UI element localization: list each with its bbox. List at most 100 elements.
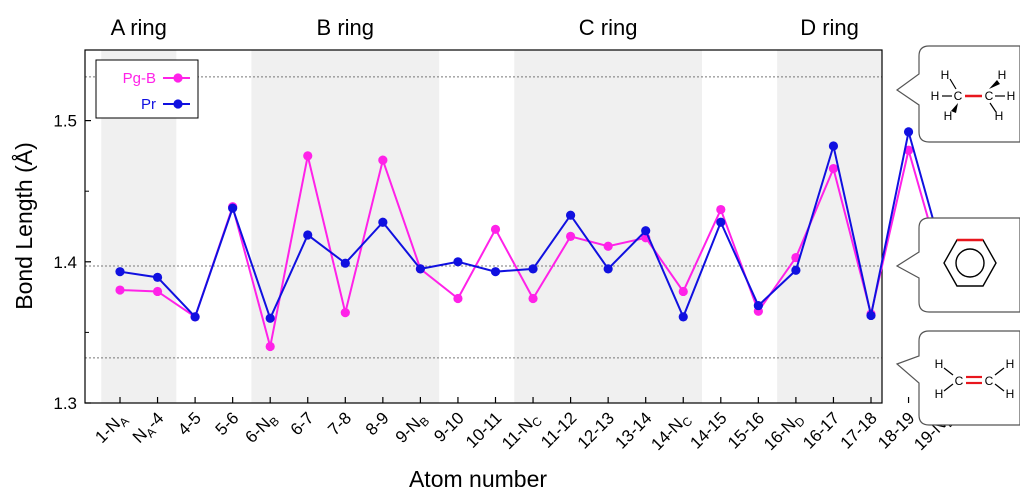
reference-lines xyxy=(85,76,882,359)
data-point-pr xyxy=(415,264,425,274)
data-point-pr xyxy=(453,257,463,267)
data-point-pg-b xyxy=(340,308,350,318)
legend-label: Pr xyxy=(141,96,156,113)
ring-band xyxy=(251,50,440,403)
x-tick-label: 6-7 xyxy=(287,408,318,439)
data-point-pr xyxy=(378,217,388,227)
data-point-pr xyxy=(566,210,576,220)
legend: Pg-B Pr xyxy=(95,59,199,119)
data-point-pr xyxy=(678,312,688,322)
ethane-bond-c1-up xyxy=(949,78,957,90)
data-point-pg-b xyxy=(528,293,538,304)
ring-label: C ring xyxy=(579,15,638,40)
x-tick-label: 5-6 xyxy=(212,408,243,439)
data-point-pg-b xyxy=(115,285,125,295)
ethane-atom: H xyxy=(995,109,1004,123)
x-tick-label-main: 15-16 xyxy=(724,408,768,452)
callout-ethane: H H H C C H H H xyxy=(895,45,1020,143)
ethane-atom: C xyxy=(954,89,963,103)
x-tick-label-main: 14-15 xyxy=(686,408,730,452)
x-tick-label: 18-19 xyxy=(874,408,918,452)
ring-band xyxy=(777,50,882,403)
ring-label: A ring xyxy=(111,15,167,40)
ethene-atom: H xyxy=(935,387,944,401)
data-point-pg-b xyxy=(152,286,163,297)
x-tick-label: 1-NA xyxy=(91,408,132,449)
data-point-pr xyxy=(190,312,200,322)
plot-frame xyxy=(84,49,883,404)
callout-ethene: H H C C H H xyxy=(895,330,1020,426)
x-tick-label-main: 7-8 xyxy=(324,408,355,439)
ethene-atom: C xyxy=(955,374,964,388)
x-tick-label-main: 6-7 xyxy=(287,408,318,439)
x-tick-label: 10-11 xyxy=(462,408,505,451)
legend-label: Pg-B xyxy=(123,70,156,87)
x-tick-label: 11-NC xyxy=(498,408,545,455)
x-tick-label-main: 16-17 xyxy=(799,408,843,452)
x-tick-label: NA-4 xyxy=(129,408,170,449)
callout-ethane-box xyxy=(895,45,1020,143)
ethane-atom: H xyxy=(1007,89,1016,103)
x-tick-label: 11-12 xyxy=(537,408,580,451)
data-point-pr xyxy=(753,300,763,311)
data-point-pg-b xyxy=(828,164,839,174)
x-tick-label-main: 11-12 xyxy=(537,408,580,451)
data-point-pr xyxy=(490,267,501,277)
data-point-pr xyxy=(228,203,238,213)
data-point-pr xyxy=(791,265,801,275)
ethene-atom: H xyxy=(935,357,944,371)
data-point-pr xyxy=(340,258,350,268)
series-layer xyxy=(115,127,951,352)
x-tick-label: 7-8 xyxy=(324,408,355,439)
ethene-atom: C xyxy=(985,374,994,388)
x-tick-label: 13-14 xyxy=(611,408,655,452)
y-tick-label: 1.4 xyxy=(53,253,77,272)
x-tick-label: 16-17 xyxy=(799,408,843,452)
x-tick-label: 9-NB xyxy=(392,408,433,449)
benzene-aromatic-circle xyxy=(955,248,985,278)
x-tick-label: 12-13 xyxy=(574,408,618,452)
y-axis: 1.3 1.4 1.5 xyxy=(53,112,91,413)
ethane-bond-c2-down xyxy=(989,102,997,113)
ethene-atom: H xyxy=(1006,387,1015,401)
x-tick-label-main: 5-6 xyxy=(212,408,243,439)
data-point-pg-b xyxy=(378,155,388,165)
data-point-pr xyxy=(152,272,163,282)
x-tick-label: 14-15 xyxy=(686,408,730,452)
ethane-atom: H xyxy=(941,68,950,82)
data-point-pr xyxy=(903,127,914,137)
x-tick-label-main: 12-13 xyxy=(574,408,618,452)
data-point-pr xyxy=(115,267,125,277)
x-tick-label-main: 9-10 xyxy=(430,408,467,445)
legend-marker xyxy=(173,73,183,83)
x-tick-label: 14-NC xyxy=(647,408,695,456)
x-axis-title: Atom number xyxy=(409,466,547,492)
ethene-bond xyxy=(943,367,954,376)
ring-labels: A ring B ring C ring D ring xyxy=(111,15,859,40)
ethane-wedge-c2 xyxy=(989,80,1000,89)
x-tick-label: 9-10 xyxy=(430,408,467,445)
x-tick-label: 16-ND xyxy=(760,408,808,456)
x-tick-label: 8-9 xyxy=(362,408,393,439)
ethane-wedge-c1 xyxy=(951,103,958,113)
ring-label: B ring xyxy=(317,15,374,40)
data-point-pr xyxy=(641,226,651,236)
x-tick-label-main: 4-5 xyxy=(174,408,205,439)
legend-box xyxy=(95,59,199,119)
data-point-pg-b xyxy=(678,286,688,297)
ethane-atom: C xyxy=(985,89,994,103)
x-tick-label-main: 8-9 xyxy=(362,408,393,439)
callout-ethene-box xyxy=(895,330,1020,426)
data-point-pg-b xyxy=(490,224,501,234)
benzene-ring-icon xyxy=(943,238,997,287)
y-axis-title: Bond Length (Å) xyxy=(10,142,37,310)
x-tick-label: 15-16 xyxy=(724,408,768,452)
ring-bands xyxy=(101,50,882,403)
callout-benzene-box xyxy=(895,217,1020,313)
data-point-pr xyxy=(265,313,275,323)
x-tick-label-main: 18-19 xyxy=(874,408,918,452)
data-point-pr xyxy=(828,141,839,151)
ethane-atom: H xyxy=(944,109,953,123)
